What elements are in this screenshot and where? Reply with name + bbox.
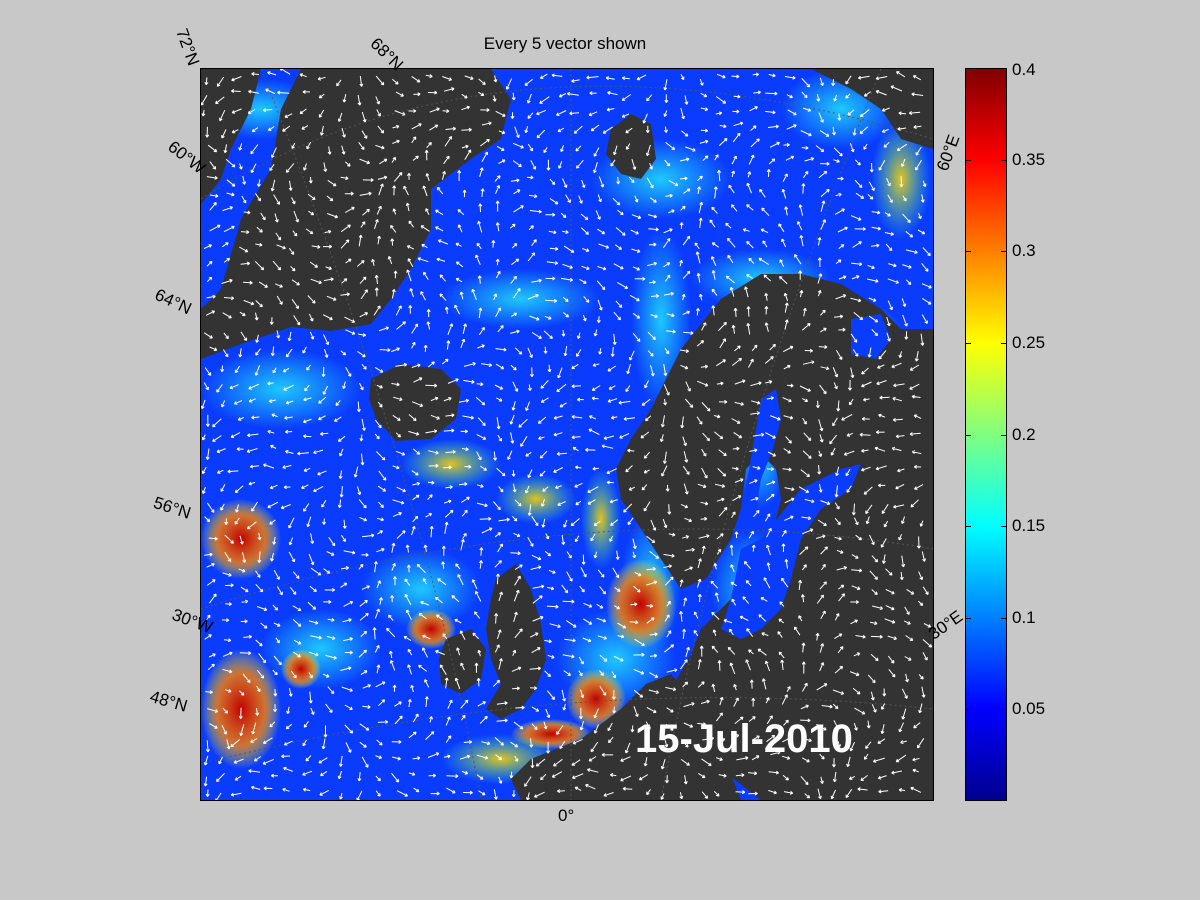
- baltic-sea: [721, 464, 861, 639]
- colorbar-tick-mark: [1001, 68, 1006, 69]
- ocean-current-map: 15-Jul-2010: [200, 68, 934, 801]
- colorbar-tick-mark: [966, 434, 971, 436]
- colorbar-tick-mark: [1001, 617, 1006, 619]
- colorbar-tick-label: 0.3: [1012, 241, 1036, 261]
- colorbar-tick-mark: [966, 159, 971, 161]
- lat-label-56n: 56°N: [151, 493, 194, 523]
- colorbar-tick-mark: [1001, 434, 1006, 436]
- colorbar-tick-mark: [1001, 251, 1006, 253]
- great-britain-island: [486, 564, 546, 719]
- date-label: 15-Jul-2010: [635, 717, 853, 761]
- colorbar-tick-mark: [966, 526, 971, 528]
- colorbar-tick-label: 0.4: [1012, 60, 1036, 79]
- velocity-vectors: [201, 69, 933, 800]
- lon-label-0: 0°: [558, 806, 575, 825]
- colorbar-tick-mark: [966, 709, 971, 711]
- gulf-of-bothnia: [741, 389, 781, 539]
- lon-label-60e: 60°E: [933, 132, 964, 174]
- svalbard-island: [606, 114, 656, 179]
- colorbar-tick-mark: [966, 251, 971, 253]
- colorbar-tick-mark: [1001, 526, 1006, 528]
- lat-label-72n: 72°N: [172, 26, 203, 69]
- white-sea: [851, 314, 891, 359]
- greenland-land: [201, 69, 511, 359]
- ireland-island: [439, 629, 486, 694]
- colorbar-tick-label: 0.05: [1012, 699, 1046, 719]
- map-svg: [201, 69, 933, 800]
- colorbar-tick-mark: [966, 68, 971, 69]
- colorbar-tick-mark: [966, 342, 971, 344]
- colorbar-tick-label: 0.2: [1012, 424, 1036, 444]
- colorbar-tick-label: 0.25: [1012, 332, 1046, 352]
- lat-label-64n: 64°N: [151, 285, 195, 319]
- colorbar-tick-mark: [1001, 342, 1006, 344]
- colorbar-tick-label: 0.1: [1012, 607, 1036, 627]
- vector-arrows: [201, 69, 933, 800]
- inland-seas: [721, 314, 891, 639]
- colorbar-tick-mark: [966, 617, 971, 619]
- map-title: Every 5 vector shown: [483, 34, 647, 53]
- colorbar-tick-mark: [1001, 709, 1006, 711]
- colorbar: [965, 68, 1007, 801]
- lat-label-48n: 48°N: [147, 687, 190, 716]
- continental-europe-land: [511, 674, 741, 800]
- colorbar-tick-mark: [1001, 159, 1006, 161]
- colorbar-tick-label: 0.15: [1012, 516, 1046, 536]
- colorbar-tick-label: 0.35: [1012, 149, 1046, 169]
- graticule: [201, 69, 933, 800]
